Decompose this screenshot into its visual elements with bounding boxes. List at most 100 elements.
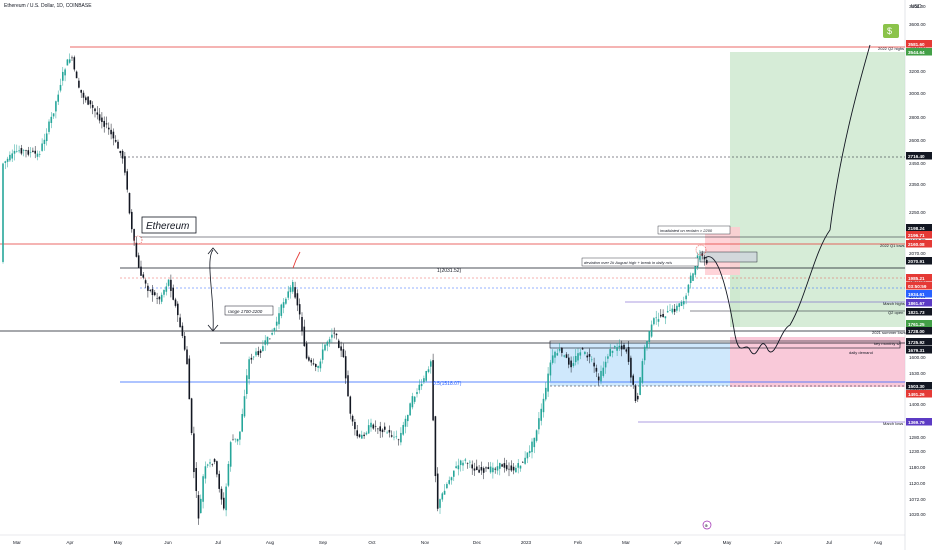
price-label: 1728.00 [908, 329, 925, 334]
daily-demand-label: daily demand [849, 350, 873, 355]
candle-body [600, 370, 602, 382]
candle-body [641, 361, 644, 383]
price-label: 2198.24 [908, 226, 925, 231]
candle-body [78, 80, 80, 88]
candle-body [183, 335, 186, 350]
price-tick: 1530.00 [909, 371, 926, 376]
candle-body [692, 273, 694, 281]
candle-body [554, 351, 556, 358]
candle-body [526, 452, 529, 459]
candle-body [121, 150, 124, 159]
march-highs-label: March highs [883, 301, 905, 306]
deviation-label-box [581, 257, 699, 267]
candle-body [404, 418, 407, 427]
candle-body [664, 316, 667, 319]
price-tick: 1072.00 [909, 497, 926, 502]
candle-body [29, 152, 32, 153]
candle-body [236, 438, 239, 442]
stop-zone [730, 337, 905, 387]
candle-body [9, 154, 11, 161]
candle-body [597, 376, 600, 381]
price-label-bg [906, 48, 932, 56]
candle-body [326, 341, 329, 346]
candle-body [384, 426, 386, 430]
candle-body [75, 71, 78, 79]
candle-body [427, 369, 430, 373]
candle-body [482, 468, 485, 473]
candle-body [59, 84, 62, 91]
price-label: 3544.64 [908, 50, 925, 55]
candle-body [471, 464, 473, 469]
candle-body [126, 171, 128, 190]
candle-body [430, 361, 432, 367]
candle-body [96, 112, 99, 115]
range-label-box [224, 305, 274, 316]
candle-body [400, 432, 402, 443]
candle-body [119, 150, 122, 154]
price-label-bg [906, 382, 932, 390]
candle-body [591, 359, 593, 361]
price-label-bg [906, 346, 932, 354]
candle-body [551, 355, 554, 363]
time-tick: May [723, 540, 732, 545]
check-mark [292, 251, 301, 269]
fib-05-label: 0.5(1518.07) [433, 381, 462, 387]
price-tick: 2600.00 [909, 138, 926, 143]
candle-body [57, 94, 59, 102]
candle-body [82, 92, 85, 98]
time-tick: Apr [674, 540, 682, 545]
deviation-label: deviation over 2k August high + break in… [584, 260, 672, 265]
candle-body [6, 158, 9, 162]
price-label: 1369.79 [908, 420, 925, 425]
invalidation-zone [705, 227, 740, 275]
candle-body [172, 287, 174, 300]
summer-lows-label: 2021 summer lows [872, 330, 906, 335]
price-label: 3581.60 [908, 42, 925, 47]
candle-body [305, 343, 308, 359]
candle-body [131, 211, 133, 230]
price-tick: 1020.00 [909, 512, 926, 517]
candle-body [524, 457, 526, 464]
candle-body [453, 470, 455, 477]
candle-body [234, 438, 237, 440]
candle-body [149, 289, 151, 291]
candle-body [683, 301, 685, 305]
dollar-badge[interactable] [883, 24, 899, 38]
candle-body [200, 498, 202, 514]
candle-body [519, 465, 522, 469]
candle-body [140, 266, 142, 276]
candle-body [685, 295, 687, 300]
target-zone-edge [730, 227, 740, 327]
candle-body [280, 304, 283, 316]
price-label: 1985.21 [908, 276, 925, 281]
candle-body [648, 330, 651, 342]
candle-body [563, 355, 565, 357]
candle-body [278, 313, 280, 325]
candle-body [333, 332, 335, 334]
candle-body [257, 351, 260, 355]
fib-1-label: 1(2031.52) [437, 268, 462, 274]
candle-body [303, 326, 306, 347]
candle-body [450, 477, 453, 481]
candle-body [243, 396, 246, 417]
candle-body [48, 121, 50, 132]
candle-body [542, 398, 545, 413]
candle-body [73, 57, 76, 70]
time-tick: Mar [13, 540, 21, 545]
candle-body [393, 436, 395, 438]
candle-body [512, 466, 515, 471]
candle-body [558, 349, 561, 351]
candle-body [669, 310, 671, 311]
candle-body [547, 373, 549, 392]
candle-body [229, 442, 232, 467]
candle-body [370, 422, 372, 428]
projection-path [704, 44, 871, 355]
candle-body [296, 293, 299, 306]
candle-body [147, 285, 149, 291]
price-tick: 1280.00 [909, 435, 926, 440]
candle-body [623, 344, 625, 350]
candle-body [459, 460, 462, 466]
candle-body [620, 345, 623, 350]
